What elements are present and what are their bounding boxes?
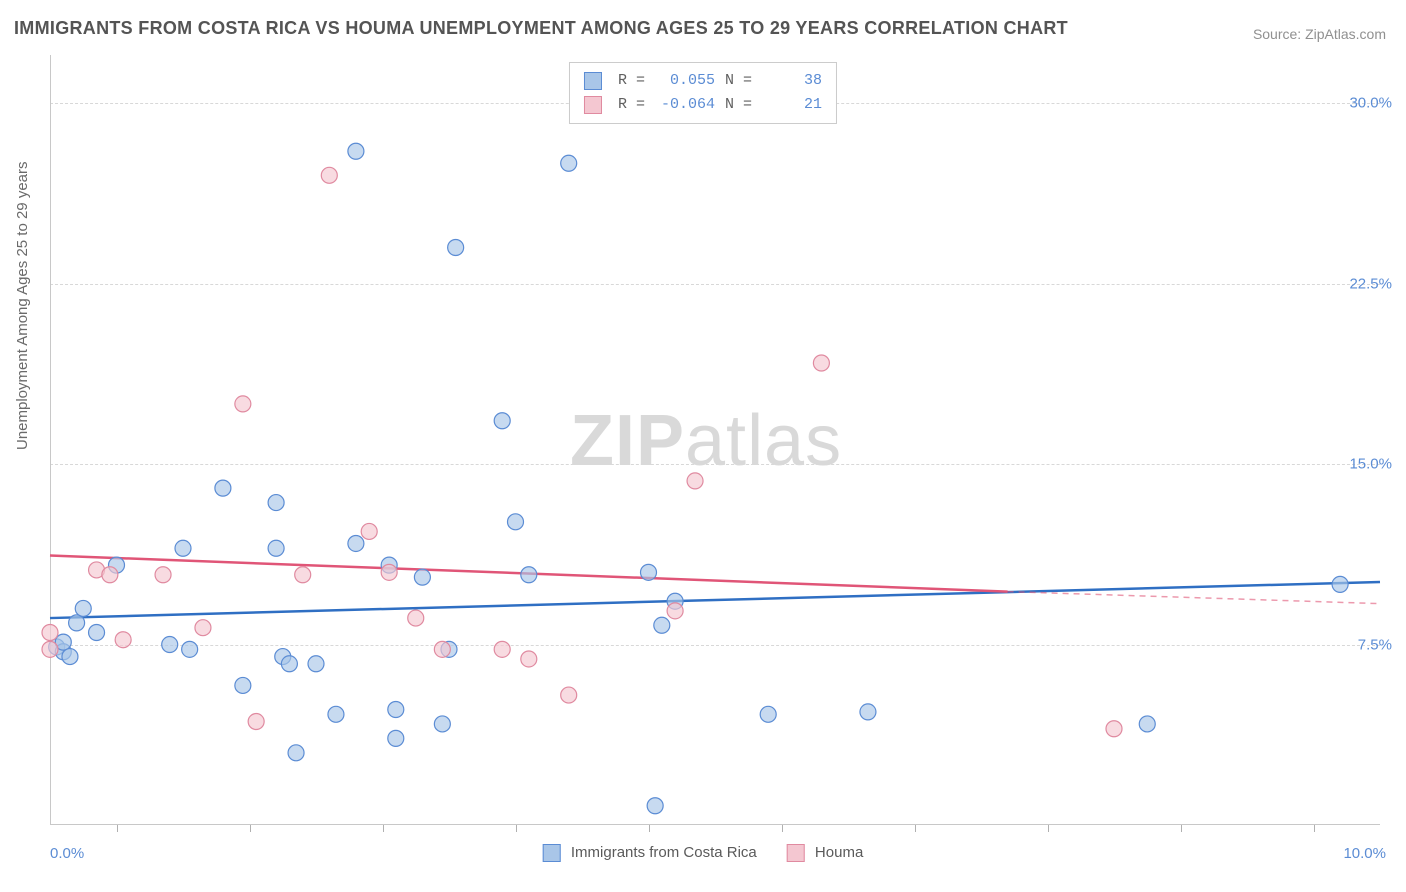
series-legend: Immigrants from Costa Rica Houma [543,844,864,862]
data-point [182,641,198,657]
data-point [561,687,577,703]
data-point [328,706,344,722]
legend-label-2: Houma [815,844,863,861]
data-point [647,798,663,814]
r-value-2: -0.064 [655,93,715,117]
data-point [248,714,264,730]
x-minor-tick [649,825,650,832]
data-point [388,702,404,718]
x-minor-tick [915,825,916,832]
x-minor-tick [1048,825,1049,832]
data-point [69,615,85,631]
data-point [62,649,78,665]
legend-item-1: Immigrants from Costa Rica [543,844,757,862]
data-point [268,495,284,511]
x-minor-tick [1314,825,1315,832]
data-point [667,603,683,619]
data-point [508,514,524,530]
x-minor-tick [250,825,251,832]
n-label-2: N = [725,93,752,117]
r-value-1: 0.055 [655,69,715,93]
trend-line [50,582,1380,618]
data-point [760,706,776,722]
x-minor-tick [516,825,517,832]
scatter-chart [50,55,1380,825]
data-point [195,620,211,636]
data-point [75,600,91,616]
r-label-2: R = [618,93,645,117]
x-minor-tick [117,825,118,832]
x-tick-label-left: 0.0% [50,845,84,862]
data-point [295,567,311,583]
data-point [155,567,171,583]
data-point [414,569,430,585]
r-label: R = [618,69,645,93]
data-point [388,730,404,746]
data-point [235,396,251,412]
source-prefix: Source: [1253,26,1305,42]
data-point [1332,576,1348,592]
correlation-legend: R = 0.055 N = 38 R = -0.064 N = 21 [569,62,837,124]
data-point [448,240,464,256]
data-point [321,167,337,183]
data-point [494,413,510,429]
data-point [813,355,829,371]
n-value-1: 38 [762,69,822,93]
x-tick-label-right: 10.0% [1343,845,1386,862]
data-point [434,641,450,657]
x-minor-tick [383,825,384,832]
legend-box-2 [787,844,805,862]
data-point [361,523,377,539]
legend-box-1 [543,844,561,862]
chart-title: IMMIGRANTS FROM COSTA RICA VS HOUMA UNEM… [14,18,1068,39]
data-point [102,567,118,583]
legend-label-1: Immigrants from Costa Rica [571,844,757,861]
data-point [175,540,191,556]
source-label: Source: ZipAtlas.com [1253,26,1386,42]
data-point [521,651,537,667]
data-point [308,656,324,672]
legend-swatch-blue [584,72,602,90]
data-point [494,641,510,657]
data-point [561,155,577,171]
data-point [860,704,876,720]
data-point [521,567,537,583]
x-minor-tick [782,825,783,832]
data-point [268,540,284,556]
data-point [281,656,297,672]
correlation-legend-row-2: R = -0.064 N = 21 [584,93,822,117]
y-axis-label: Unemployment Among Ages 25 to 29 years [14,161,31,450]
data-point [654,617,670,633]
data-point [115,632,131,648]
data-point [434,716,450,732]
source-link[interactable]: ZipAtlas.com [1305,26,1386,42]
data-point [381,564,397,580]
correlation-legend-row-1: R = 0.055 N = 38 [584,69,822,93]
data-point [348,143,364,159]
trend-line-dashed [1008,592,1380,604]
data-point [687,473,703,489]
data-point [215,480,231,496]
data-point [288,745,304,761]
data-point [42,625,58,641]
data-point [1106,721,1122,737]
legend-item-2: Houma [787,844,864,862]
x-minor-tick [1181,825,1182,832]
data-point [641,564,657,580]
data-point [1139,716,1155,732]
data-point [42,641,58,657]
data-point [162,637,178,653]
data-point [408,610,424,626]
data-point [235,677,251,693]
data-point [348,535,364,551]
n-label: N = [725,69,752,93]
legend-swatch-pink [584,96,602,114]
n-value-2: 21 [762,93,822,117]
data-point [89,625,105,641]
